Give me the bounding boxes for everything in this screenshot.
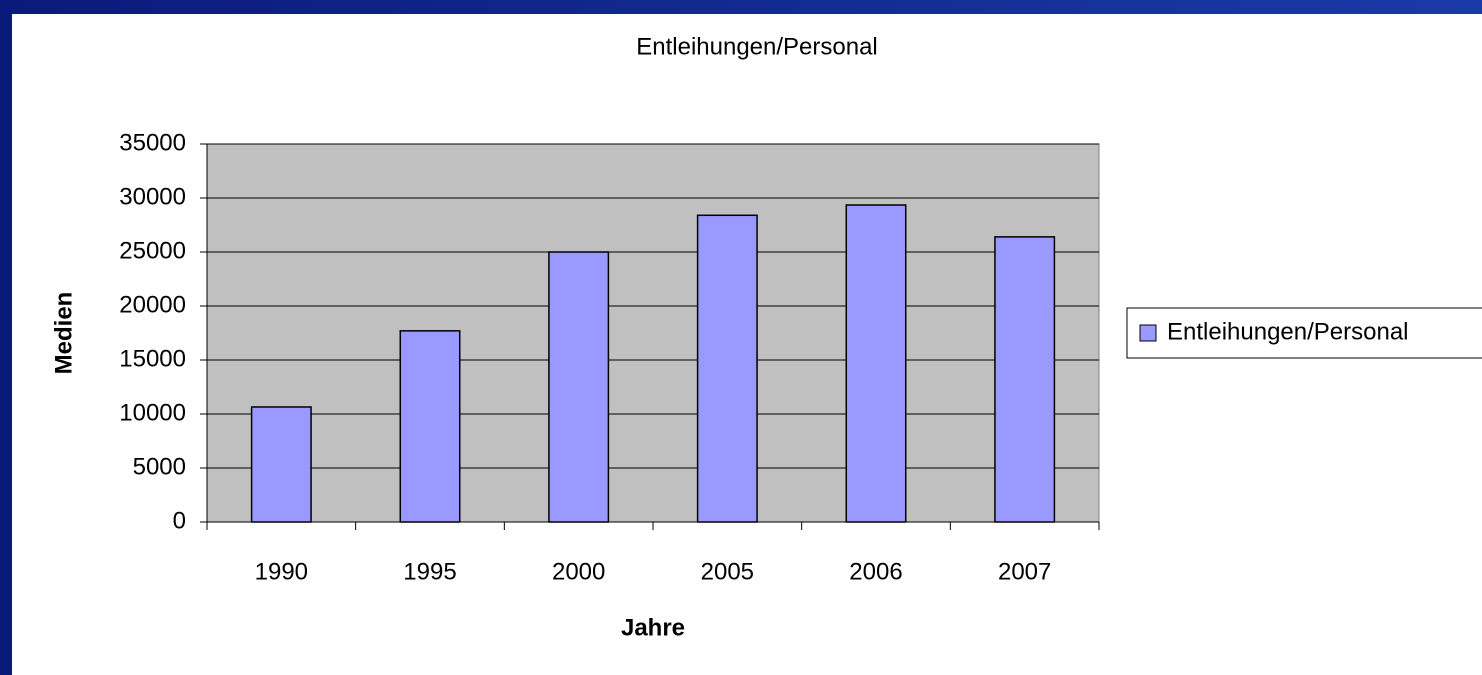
y-tick-label: 5000 (133, 453, 186, 480)
x-tick-label: 2005 (701, 558, 754, 585)
bar (250, 406, 312, 523)
y-tick-label: 10000 (119, 399, 186, 426)
bar (548, 251, 610, 523)
x-tick-label: 1990 (255, 558, 308, 585)
legend-swatch (1139, 324, 1157, 342)
y-axis-label: Medien (50, 292, 77, 375)
x-tick-label: 2007 (998, 558, 1051, 585)
y-tick-label: 0 (173, 507, 186, 534)
plot-area (206, 143, 1100, 523)
bar (994, 236, 1056, 523)
x-tick-label: 2006 (849, 558, 902, 585)
y-tick-label: 20000 (119, 291, 186, 318)
y-tick-label: 25000 (119, 237, 186, 264)
x-tick-label: 2000 (552, 558, 605, 585)
legend (1126, 307, 1482, 359)
y-tick-label: 30000 (119, 183, 186, 210)
x-axis-label: Jahre (621, 614, 685, 641)
chart-title: Entleihungen/Personal (636, 33, 878, 60)
y-tick-label: 15000 (119, 345, 186, 372)
bar (696, 214, 758, 523)
bar (845, 204, 907, 523)
legend-label: Entleihungen/Personal (1167, 318, 1409, 345)
bar (399, 330, 461, 523)
y-tick-label: 35000 (119, 129, 186, 156)
x-tick-label: 1995 (403, 558, 456, 585)
